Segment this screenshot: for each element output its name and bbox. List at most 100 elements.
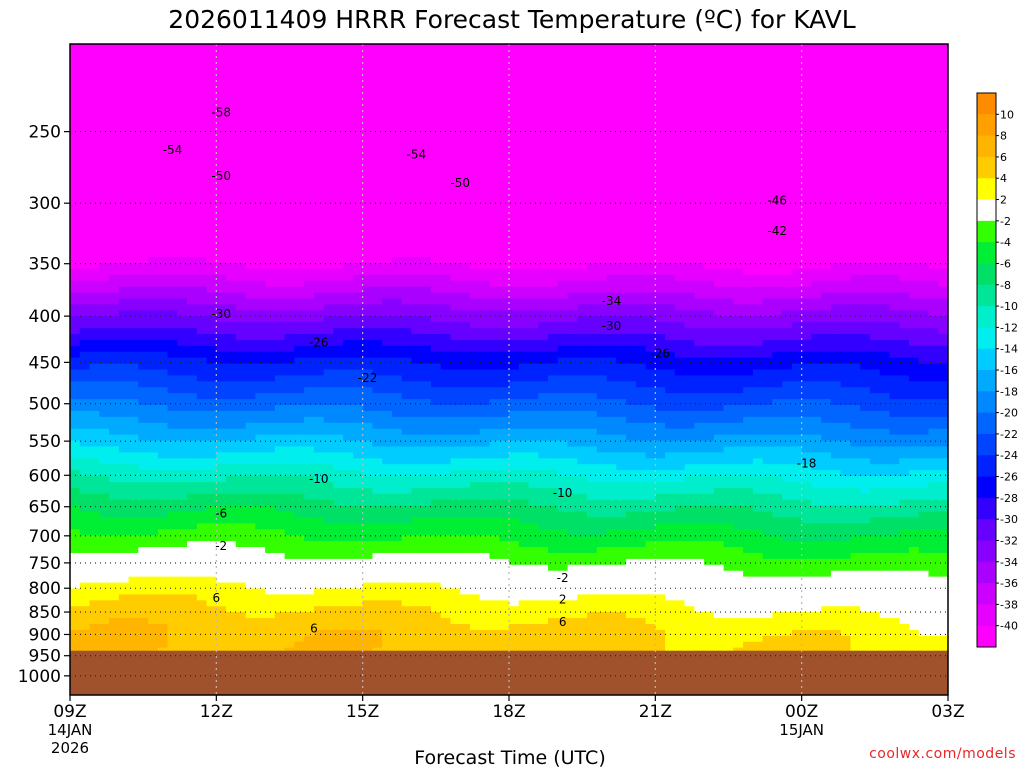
contour-label: -2: [557, 571, 569, 585]
y-axis: 2503003504004505005506006507007508008509…: [18, 123, 70, 687]
x-tick-date: 15JAN: [779, 721, 824, 739]
colorbar-swatch: [977, 540, 996, 563]
y-tick-label: 250: [29, 123, 61, 143]
colorbar-swatch: [977, 391, 996, 414]
x-tick-label: 09Z: [53, 702, 86, 722]
credit-text: coolwx.com/models: [869, 746, 1016, 762]
y-tick-label: 600: [29, 466, 61, 486]
colorbar-label: -10: [1000, 300, 1018, 313]
colorbar-swatch: [977, 561, 996, 584]
colorbar-swatch: [977, 412, 996, 435]
colorbar-swatch: [977, 519, 996, 541]
colorbar-label: 2: [1000, 194, 1007, 207]
plot-area: -58-54 -54-50 -50-46-42-34-30-30-26-26-22-…: [69, 43, 949, 696]
colorbar-label: -24: [1000, 449, 1018, 462]
colorbar-label: -16: [1000, 364, 1018, 377]
x-tick-label: 00Z: [785, 702, 818, 722]
contour-label: -30: [602, 319, 622, 333]
y-tick-label: 900: [29, 625, 61, 645]
colorbar-label: -6: [1000, 257, 1011, 270]
colorbar-label: 8: [1000, 130, 1007, 143]
contour-label: -10: [309, 472, 329, 486]
colorbar-label: -38: [1000, 598, 1018, 611]
colorbar-label: 4: [1000, 172, 1007, 185]
colorbar-swatch: [977, 625, 996, 648]
colorbar-swatch: [977, 156, 996, 179]
colorbar-label: -18: [1000, 385, 1018, 398]
contour-label: -54: [163, 143, 183, 157]
colorbar-swatch: [977, 263, 996, 286]
contour-label: -22: [358, 371, 378, 385]
contour-label: 6: [213, 591, 221, 605]
x-axis-label: Forecast Time (UTC): [414, 747, 605, 768]
colorbar-swatch: [977, 114, 996, 137]
colorbar-swatch: [977, 220, 996, 243]
colorbar-label: 6: [1000, 151, 1007, 164]
colorbar-label: -4: [1000, 236, 1011, 249]
colorbar-swatch: [977, 604, 996, 627]
colorbar-swatch: [977, 433, 996, 456]
contour-label: -26: [650, 347, 670, 361]
colorbar-swatch: [977, 370, 996, 392]
colorbar-label: -36: [1000, 577, 1018, 590]
x-tick-label: 12Z: [200, 702, 233, 722]
y-tick-label: 800: [29, 579, 61, 599]
colorbar-swatch: [977, 583, 996, 605]
colorbar-swatch: [977, 497, 996, 520]
y-tick-label: 700: [29, 527, 61, 547]
y-tick-label: 450: [29, 353, 61, 373]
colorbar-swatch: [977, 135, 996, 158]
colorbar: 10 8 6 4 2 -2 -4 -6 -8 -10 -12 -14 -16 -18 -20 -22 -24 -2…: [976, 92, 1018, 648]
y-tick-label: 400: [29, 307, 61, 327]
colorbar-swatch: [977, 455, 996, 478]
colorbar-swatch: [977, 242, 996, 264]
x-tick-label: 21Z: [639, 702, 672, 722]
contour-label: -26: [309, 336, 329, 350]
y-tick-label: 1000: [18, 667, 61, 687]
colorbar-swatch: [977, 327, 996, 350]
y-tick-label: 950: [29, 647, 61, 667]
contour-label: -18: [797, 456, 817, 470]
colorbar-label: -8: [1000, 279, 1011, 292]
chart-title: 2026011409 HRRR Forecast Temperature (ºC…: [168, 5, 855, 34]
colorbar-swatch: [977, 178, 996, 201]
colorbar-label: -34: [1000, 556, 1018, 569]
colorbar-swatch: [977, 93, 996, 115]
colorbar-label: -2: [1000, 215, 1011, 228]
colorbar-label: -22: [1000, 428, 1018, 441]
contour-label: -54: [407, 147, 427, 161]
colorbar-swatch: [977, 306, 996, 328]
contour-label: -30: [211, 307, 231, 321]
contour-label: 2: [559, 592, 567, 606]
temperature-field: [70, 44, 948, 695]
colorbar-swatch: [977, 199, 996, 222]
y-tick-label: 750: [29, 554, 61, 574]
contour-label: -50: [450, 176, 470, 190]
colorbar-label: -32: [1000, 534, 1018, 547]
colorbar-label: -30: [1000, 513, 1018, 526]
x-tick-date: 14JAN: [48, 721, 93, 739]
colorbar-swatch: [977, 348, 996, 371]
contour-label: -46: [767, 194, 787, 208]
x-tick-label: 15Z: [346, 702, 379, 722]
contour-label: -2: [215, 539, 227, 553]
y-tick-label: 350: [29, 255, 61, 275]
colorbar-label: -12: [1000, 321, 1018, 334]
contour-label: -6: [215, 506, 227, 520]
vertical-gridlines: [215, 44, 803, 695]
contour-label: -42: [767, 224, 787, 238]
colorbar-label: -40: [1000, 620, 1018, 633]
y-tick-label: 550: [29, 432, 61, 452]
colorbar-label: 10: [1000, 108, 1014, 121]
colorbar-swatch: [977, 284, 996, 307]
contour-label: -58: [211, 105, 231, 119]
y-tick-label: 850: [29, 603, 61, 623]
contour-label: -50: [211, 169, 231, 183]
y-tick-label: 650: [29, 498, 61, 518]
colorbar-label: -20: [1000, 407, 1018, 420]
x-tick-year: 2026: [51, 739, 89, 757]
x-tick-label: 18Z: [492, 702, 525, 722]
colorbar-swatch: [977, 476, 996, 499]
